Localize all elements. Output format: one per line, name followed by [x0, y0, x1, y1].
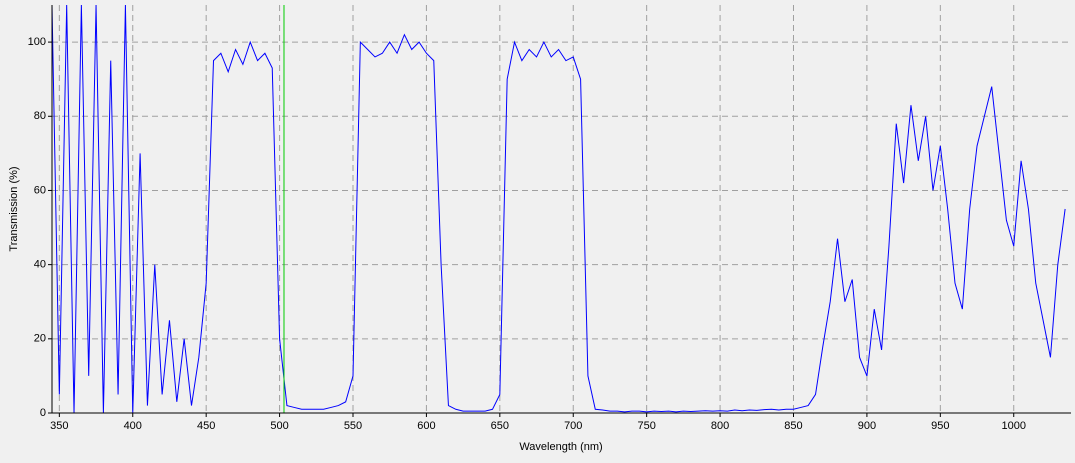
x-tick-label: 650 — [491, 420, 509, 432]
series-line — [52, 5, 1066, 413]
ticks: 0 20 40 60 80 100 350 400 450 500 550 600 650 700 750 8… — [28, 36, 1026, 432]
x-tick-label: 700 — [564, 420, 582, 432]
y-tick-label: 0 — [40, 407, 46, 419]
y-tick-label: 80 — [34, 110, 46, 122]
y-tick-label: 100 — [28, 36, 46, 48]
plot-area — [52, 5, 1071, 413]
x-tick-label: 750 — [637, 420, 655, 432]
x-tick-label: 800 — [711, 420, 729, 432]
x-tick-label: 1000 — [1001, 420, 1025, 432]
x-tick-label: 500 — [270, 420, 288, 432]
y-tick-label: 40 — [34, 259, 46, 271]
x-tick-label: 600 — [417, 420, 435, 432]
x-tick-label: 450 — [197, 420, 215, 432]
x-tick-label: 400 — [124, 420, 142, 432]
series — [52, 5, 1066, 413]
x-tick-label: 900 — [858, 420, 876, 432]
y-tick-label: 60 — [34, 184, 46, 196]
x-tick-label: 950 — [931, 420, 949, 432]
grid — [52, 5, 1071, 414]
x-tick-label: 550 — [344, 420, 362, 432]
x-tick-label: 350 — [50, 420, 68, 432]
x-axis-label: Wavelength (nm) — [519, 441, 602, 453]
y-axis-label: Transmission (%) — [8, 166, 20, 251]
y-tick-label: 20 — [34, 333, 46, 345]
x-tick-label: 850 — [784, 420, 802, 432]
